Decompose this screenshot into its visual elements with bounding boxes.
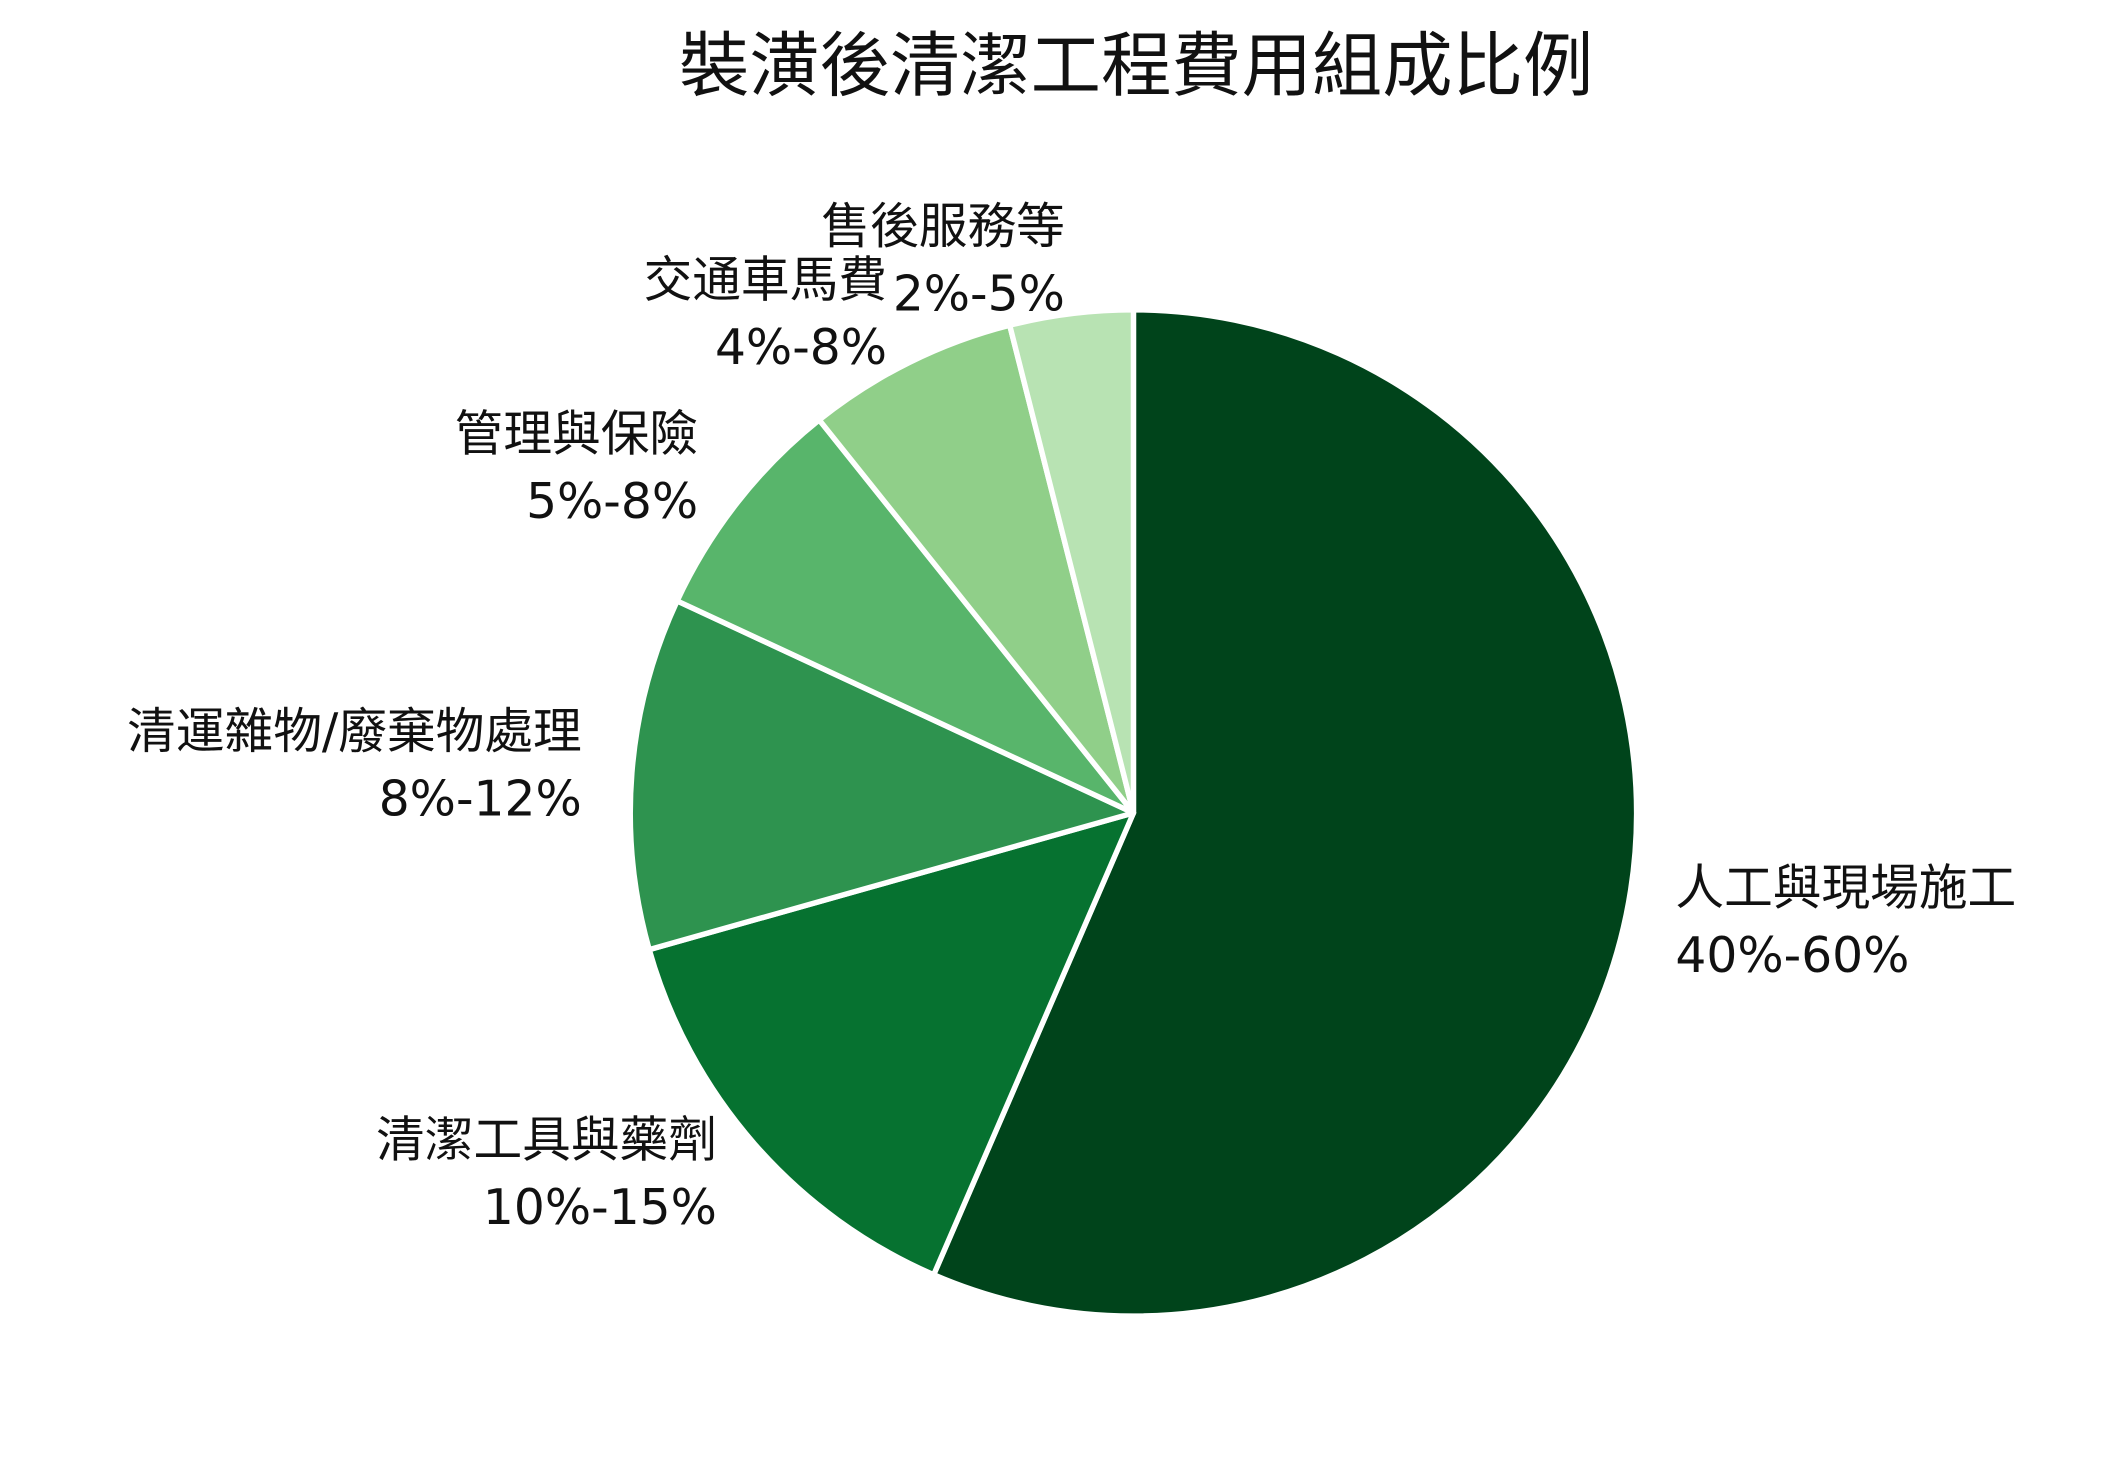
pie-slice [646, 810, 1137, 1278]
pie-slice [1006, 307, 1137, 816]
slice-label: 管理與保險 [455, 406, 698, 462]
pie-slice [674, 417, 1137, 816]
chart-title: 裝潢後清潔工程費用組成比例 [679, 25, 1593, 107]
slice-label: 清潔工具與藥劑 [376, 1113, 717, 1169]
pie-slice [816, 322, 1137, 816]
pie-slice [627, 598, 1137, 953]
slice-value-label: 5%-8% [526, 474, 698, 530]
slice-value-label: 10%-15% [483, 1180, 717, 1236]
slice-value-label: 4%-8% [715, 320, 887, 376]
slice-label: 人工與現場施工 [1675, 860, 2016, 916]
slice-label: 售後服務等 [821, 199, 1064, 255]
slice-value-label: 40%-60% [1675, 928, 1909, 984]
slice-value-label: 8%-12% [379, 772, 582, 828]
slice-value-label: 2%-5% [893, 267, 1065, 323]
slice-label: 清運雜物/廢棄物處理 [127, 704, 582, 760]
pie-slice [930, 307, 1640, 1319]
slice-label: 交通車馬費 [644, 253, 887, 309]
